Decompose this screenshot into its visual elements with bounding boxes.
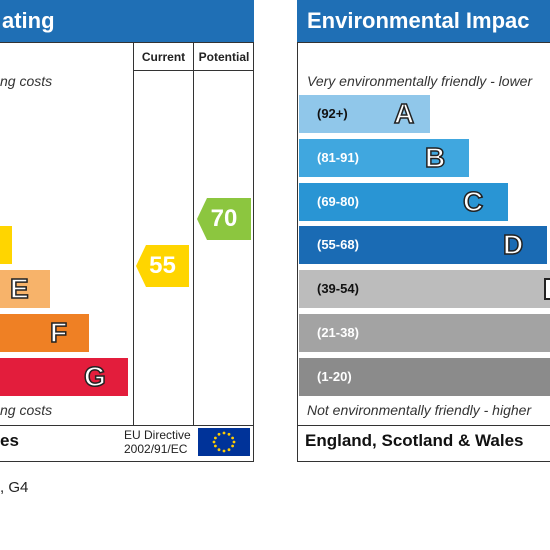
energy-rating-title: ating (2, 8, 55, 33)
potential-column-header: Potential (198, 50, 250, 64)
column-divider (193, 43, 194, 426)
bottom-caption: ng costs (0, 402, 53, 418)
footer-divider (0, 425, 254, 426)
environmental-impact-title: Environmental Impac (307, 8, 530, 33)
column-divider (133, 43, 134, 426)
impact-band-c: (69-80) C (299, 183, 508, 221)
below-text: , G4 (0, 479, 29, 496)
current-column-header: Current (141, 50, 186, 64)
band-letter-d: D (502, 228, 524, 261)
impact-band-g: (1-20) (299, 358, 550, 396)
eu-directive-line1: EU Directive (124, 428, 191, 442)
band-letter-b: B (424, 141, 446, 174)
top-caption: Very environmentally friendly - lower (307, 73, 533, 89)
impact-band-d: (55-68) D (299, 226, 547, 264)
country-footer: England, Scotland & Wales (305, 431, 524, 450)
impact-band-f: (21-38) (299, 314, 550, 352)
band-range-a: (92+) (317, 106, 348, 121)
eu-directive-line2: 2002/91/EC (124, 442, 188, 456)
rating-letter-g: G (83, 360, 106, 393)
rating-bar-f: F (0, 314, 89, 352)
rating-letter-f: F (49, 316, 68, 349)
impact-band-e: (39-54) (299, 270, 550, 308)
rating-letter-e: E (9, 272, 29, 305)
potential-rating-arrow: 70 (197, 198, 251, 240)
impact-band-b: (81-91) B (299, 139, 469, 177)
band-range-g: (1-20) (317, 369, 352, 384)
current-rating-arrow: 55 (136, 245, 189, 287)
rating-bar-g: G (0, 358, 128, 396)
band-letter-a: A (393, 97, 415, 130)
bottom-caption: Not environmentally friendly - higher (307, 402, 532, 418)
rating-bar-d (0, 226, 12, 264)
band-letter-e-partial (544, 278, 550, 300)
environmental-impact-header: Environmental Impac (297, 0, 550, 42)
band-range-f: (21-38) (317, 325, 359, 340)
country-footer: es (0, 431, 19, 450)
energy-rating-panel (0, 42, 254, 462)
eu-flag-icon (198, 428, 250, 456)
top-caption: ng costs (0, 73, 53, 89)
rating-bar-e: E (0, 270, 50, 308)
eu-directive-text: EU Directive 2002/91/EC (124, 428, 191, 456)
band-range-e: (39-54) (317, 281, 359, 296)
header-row-divider (133, 70, 254, 71)
footer-divider (297, 425, 550, 426)
impact-band-a: (92+) A (299, 95, 430, 133)
band-letter-c: C (462, 185, 484, 218)
band-range-c: (69-80) (317, 194, 359, 209)
band-range-b: (81-91) (317, 150, 359, 165)
environmental-impact-panel (297, 42, 550, 462)
energy-rating-header: ating (0, 0, 254, 42)
band-range-d: (55-68) (317, 237, 359, 252)
